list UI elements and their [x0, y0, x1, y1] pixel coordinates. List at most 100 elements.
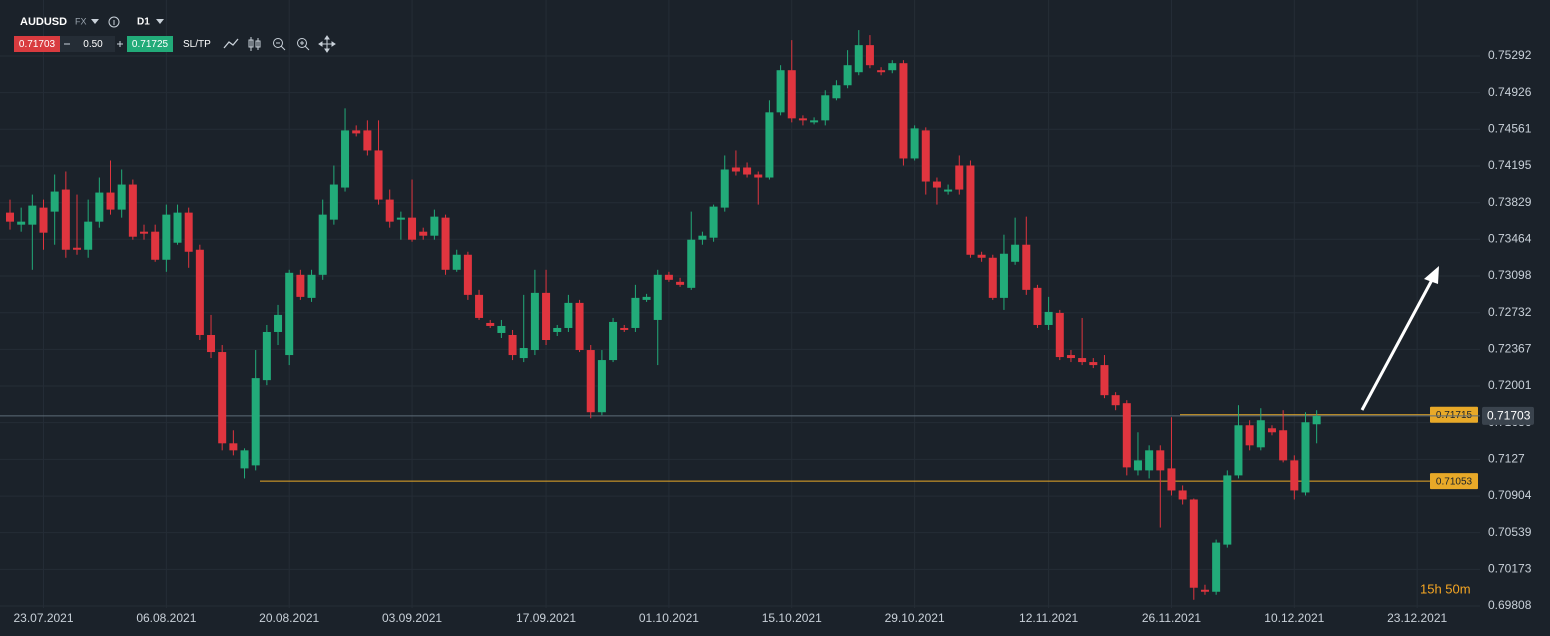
candle-body [497, 325, 506, 333]
info-icon[interactable] [108, 16, 120, 28]
candle-body [832, 85, 841, 99]
buy-price[interactable]: 0.71725 [132, 39, 169, 50]
line-chart-icon[interactable] [223, 38, 239, 49]
candle-body [687, 239, 696, 288]
candle-body [374, 150, 383, 200]
candle-body [1078, 358, 1087, 363]
candle-body [676, 281, 685, 285]
zoom-in-icon[interactable] [297, 38, 310, 51]
candle-body [95, 192, 104, 222]
candle-body [810, 120, 819, 123]
candle-body [329, 184, 338, 220]
x-tick-label: 15.10.2021 [762, 611, 822, 625]
candle-body [620, 327, 629, 330]
y-tick-label: 0.70904 [1488, 488, 1532, 502]
candle-body [441, 217, 450, 270]
y-tick-label: 0.75292 [1488, 48, 1532, 62]
buy-button[interactable] [127, 36, 173, 52]
candle-body [262, 331, 271, 381]
toolbar: AUDUSD FX D1 0.71703 0.50 0.71725 SL/TP [14, 16, 336, 53]
y-tick-label: 0.74195 [1488, 158, 1532, 172]
candle-body [899, 63, 908, 159]
candle-body [754, 174, 763, 178]
candle-body [151, 231, 160, 260]
candle-body [765, 112, 774, 178]
candle-icon[interactable] [248, 37, 261, 51]
market: FX [75, 16, 87, 26]
candle-body [854, 45, 863, 73]
candle-body [184, 212, 193, 252]
candle-body [352, 130, 361, 134]
candle-body [553, 327, 562, 332]
x-tick-label: 12.11.2021 [1019, 611, 1078, 625]
candle-body [955, 165, 964, 190]
candle-body [1066, 355, 1075, 359]
candle-body [1089, 362, 1098, 366]
candle-body [564, 302, 573, 328]
candle-body [1145, 450, 1154, 471]
sltp-button[interactable]: SL/TP [183, 39, 211, 50]
y-tick-label: 0.70539 [1488, 525, 1532, 539]
candle-body [396, 217, 405, 220]
move-icon[interactable] [318, 35, 336, 53]
x-tick-label: 03.09.2021 [382, 611, 442, 625]
level-label: 0.71053 [1436, 476, 1473, 487]
sell-price[interactable]: 0.71703 [19, 39, 56, 50]
y-tick-label: 0.70173 [1488, 562, 1532, 576]
candle-body [1312, 415, 1321, 425]
timeframe[interactable]: D1 [137, 17, 150, 28]
current-price-label: 0.71703 [1487, 409, 1531, 423]
candle-body [285, 272, 294, 356]
candle-body [1022, 244, 1031, 290]
symbol[interactable]: AUDUSD [20, 16, 67, 28]
candles [6, 30, 1321, 600]
level-label: 0.71715 [1436, 410, 1473, 421]
x-tick-label: 10.12.2021 [1264, 611, 1324, 625]
candle-body [1279, 430, 1288, 461]
candle-body [17, 221, 26, 225]
candle-body [1200, 589, 1209, 592]
zoom-out-icon[interactable] [273, 38, 286, 51]
x-tick-label: 23.07.2021 [13, 611, 73, 625]
candle-body [419, 231, 428, 236]
candle-body [430, 216, 439, 236]
candle-countdown: 15h 50m [1420, 581, 1471, 596]
candle-body [240, 450, 249, 469]
y-tick-label: 0.73098 [1488, 268, 1532, 282]
candle-body [1111, 395, 1120, 406]
candle-body [274, 314, 283, 332]
candle-body [84, 221, 93, 250]
arrow [1360, 266, 1439, 411]
level-tag [1430, 406, 1478, 423]
candle-body [1189, 499, 1198, 588]
spread[interactable]: 0.50 [83, 39, 103, 50]
candle-body [452, 254, 461, 270]
candle-body [1011, 244, 1020, 262]
candle-body [709, 206, 718, 238]
candle-body [888, 63, 897, 71]
candle-body [720, 169, 729, 208]
candle-body [207, 334, 216, 353]
candle-body [865, 45, 874, 66]
candle-body [664, 274, 673, 280]
candle-body [642, 296, 651, 300]
candle-body [128, 184, 137, 237]
candle-body [1133, 460, 1142, 471]
symbol-dropdown[interactable] [91, 19, 99, 24]
candle-body [1167, 468, 1176, 491]
sell-button[interactable] [14, 36, 60, 52]
current-price-tag [1482, 406, 1534, 425]
candle-body [530, 292, 539, 351]
candle-body [61, 189, 70, 250]
candle-body [1290, 460, 1299, 491]
candle-body [966, 165, 975, 255]
candle-body [932, 181, 941, 188]
timeframe-dropdown[interactable] [156, 19, 164, 24]
y-tick-label: 0.7127 [1488, 452, 1525, 466]
candle-body [1044, 311, 1053, 325]
candle-body [385, 199, 394, 222]
candle-body [743, 167, 752, 175]
